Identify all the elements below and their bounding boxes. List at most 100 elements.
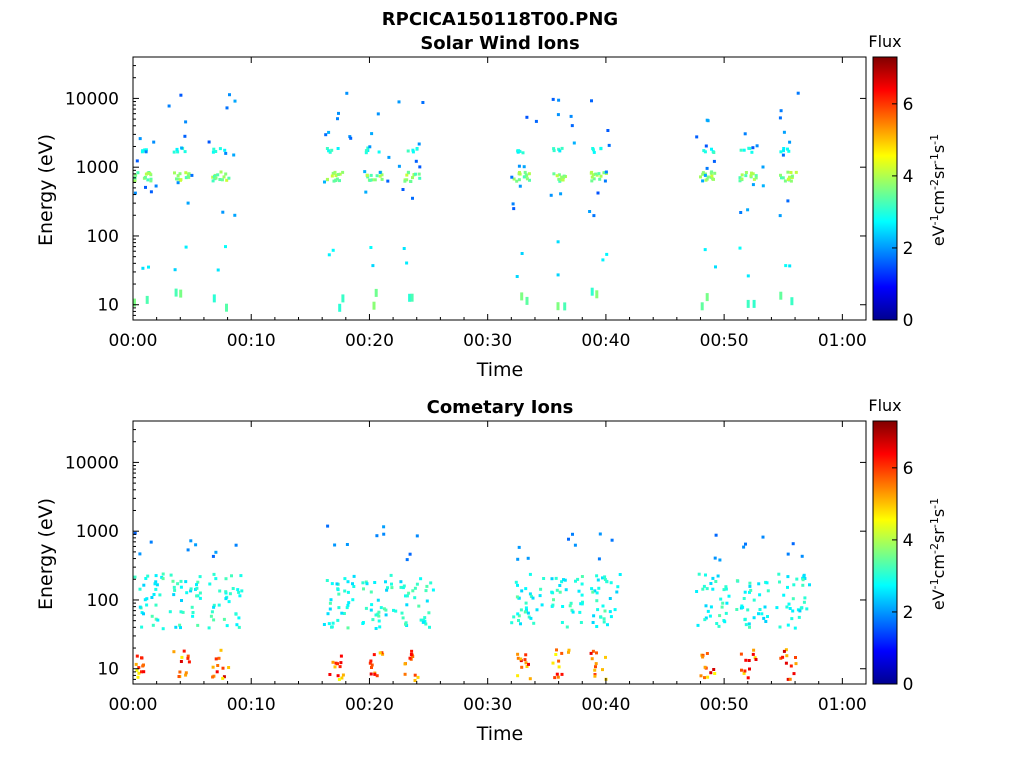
heatmap-cell — [332, 179, 336, 183]
heatmap-cell — [149, 179, 153, 183]
heatmap-cell — [184, 671, 188, 675]
heatmap-cell — [519, 608, 523, 612]
heatmap-cell — [366, 146, 370, 150]
heatmap-cell — [405, 173, 409, 177]
heatmap-cell — [161, 572, 165, 576]
heatmap-cell — [405, 178, 409, 182]
heatmap-cell — [364, 151, 368, 155]
heatmap-cell — [764, 620, 768, 623]
heatmap-cell — [327, 149, 331, 153]
heatmap-cell — [557, 147, 561, 151]
heatmap-cell — [378, 651, 382, 655]
heatmap-cell — [136, 675, 140, 679]
heatmap-cell — [368, 145, 372, 149]
heatmap-cell — [228, 592, 232, 596]
heatmap-cell — [593, 673, 597, 677]
heatmap-cell — [787, 149, 791, 153]
heatmap-cell — [516, 656, 520, 660]
heatmap-cell — [520, 665, 524, 669]
heatmap-cell — [531, 596, 535, 600]
heatmap-cell — [791, 597, 795, 601]
heatmap-cell — [535, 608, 539, 612]
heatmap-cell — [589, 171, 593, 175]
heatmap-cell — [145, 295, 149, 304]
heatmap-cell — [555, 588, 559, 592]
heatmap-cell — [783, 179, 787, 183]
heatmap-cell — [380, 651, 384, 655]
heatmap-cell — [701, 653, 705, 657]
x-tick-label: 00:20 — [345, 695, 394, 715]
heatmap-cell — [133, 575, 137, 579]
heatmap-cell — [554, 653, 558, 656]
heatmap-cell — [603, 575, 607, 579]
colorbar-unit-label: eV-1cm-2sr-1s-1 — [928, 498, 948, 610]
heatmap-cell — [405, 261, 409, 265]
heatmap-cell — [743, 618, 747, 622]
heatmap-cell — [714, 265, 717, 269]
heatmap-cell — [213, 174, 216, 178]
heatmap-cell — [135, 654, 139, 658]
heatmap-cell — [133, 191, 137, 195]
x-tick-label: 00:30 — [463, 695, 512, 715]
heatmap-cell — [524, 601, 528, 605]
heatmap-cell — [606, 129, 610, 132]
heatmap-cell — [373, 672, 377, 676]
heatmap-cell — [784, 648, 788, 652]
heatmap-cell — [740, 173, 744, 177]
heatmap-cell — [337, 592, 341, 596]
heatmap-cell — [569, 601, 573, 605]
heatmap-cell — [786, 147, 789, 151]
heatmap-cell — [701, 171, 705, 175]
heatmap-cell — [216, 173, 220, 177]
heatmap-cell — [195, 583, 198, 587]
heatmap-cell — [742, 148, 746, 152]
heatmap-cell — [618, 573, 622, 576]
x-tick-label: 01:00 — [818, 695, 867, 715]
heatmap-cell — [337, 606, 341, 610]
x-tick-label: 00:00 — [109, 331, 158, 351]
heatmap-cell — [184, 171, 188, 175]
heatmap-cell — [517, 619, 520, 622]
heatmap-cell — [803, 577, 807, 580]
heatmap-cell — [606, 623, 609, 627]
heatmap-cell — [738, 246, 742, 250]
heatmap-cell — [761, 184, 765, 188]
heatmap-cell — [511, 202, 515, 206]
heatmap-cell — [551, 97, 555, 101]
heatmap-cell — [714, 533, 718, 537]
heatmap-cell — [415, 582, 419, 586]
heatmap-cell — [397, 164, 401, 168]
heatmap-cell — [377, 614, 381, 618]
heatmap-cell — [339, 661, 343, 665]
heatmap-cell — [739, 148, 743, 152]
heatmap-cell — [712, 151, 716, 154]
heatmap-cell — [510, 621, 514, 625]
heatmap-cell — [370, 663, 374, 667]
heatmap-cell — [179, 626, 182, 630]
heatmap-cell — [761, 535, 765, 539]
heatmap-cell — [345, 606, 349, 610]
heatmap-cell — [402, 584, 406, 588]
heatmap-cell — [338, 172, 342, 176]
plot-frame — [132, 56, 867, 321]
heatmap-cell — [515, 275, 519, 278]
heatmap-cell — [167, 104, 171, 108]
heatmap-cell — [369, 659, 373, 663]
heatmap-cell — [138, 605, 142, 609]
heatmap-cell — [591, 649, 595, 653]
heatmap-cell — [515, 595, 519, 599]
heatmap-cell — [613, 608, 617, 612]
heatmap-cell — [222, 175, 226, 179]
heatmap-cell — [808, 583, 811, 587]
heatmap-cell — [782, 149, 785, 153]
heatmap-cell — [419, 577, 423, 581]
heatmap-cell — [330, 582, 334, 586]
heatmap-cell — [146, 574, 150, 578]
heatmap-cell — [714, 580, 718, 583]
heatmap-cell — [738, 179, 742, 183]
heatmap-cell — [699, 175, 702, 179]
heatmap-cell — [144, 185, 147, 189]
heatmap-cell — [135, 668, 139, 672]
heatmap-cell — [365, 582, 369, 586]
heatmap-cells — [133, 91, 800, 312]
